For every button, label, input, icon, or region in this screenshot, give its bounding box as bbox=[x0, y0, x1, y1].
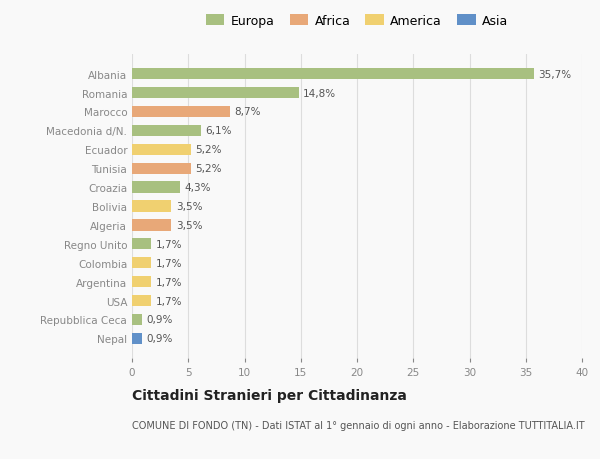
Text: Cittadini Stranieri per Cittadinanza: Cittadini Stranieri per Cittadinanza bbox=[132, 388, 407, 402]
Bar bbox=[132, 88, 299, 99]
Bar bbox=[132, 106, 230, 118]
Bar bbox=[132, 314, 142, 325]
Text: 5,2%: 5,2% bbox=[195, 145, 221, 155]
Text: 8,7%: 8,7% bbox=[235, 107, 261, 117]
Bar bbox=[132, 220, 172, 231]
Legend: Europa, Africa, America, Asia: Europa, Africa, America, Asia bbox=[200, 10, 514, 33]
Text: 0,9%: 0,9% bbox=[146, 315, 173, 325]
Bar bbox=[132, 257, 151, 269]
Bar bbox=[132, 333, 142, 344]
Text: 35,7%: 35,7% bbox=[538, 69, 571, 79]
Bar bbox=[132, 125, 200, 137]
Bar bbox=[132, 163, 191, 174]
Bar bbox=[132, 144, 191, 156]
Bar bbox=[132, 69, 533, 80]
Text: 1,7%: 1,7% bbox=[155, 258, 182, 268]
Text: 4,3%: 4,3% bbox=[185, 183, 211, 193]
Text: 5,2%: 5,2% bbox=[195, 164, 221, 174]
Bar bbox=[132, 276, 151, 288]
Text: 1,7%: 1,7% bbox=[155, 239, 182, 249]
Bar bbox=[132, 182, 181, 193]
Text: 3,5%: 3,5% bbox=[176, 220, 202, 230]
Text: 1,7%: 1,7% bbox=[155, 277, 182, 287]
Bar bbox=[132, 239, 151, 250]
Text: COMUNE DI FONDO (TN) - Dati ISTAT al 1° gennaio di ogni anno - Elaborazione TUTT: COMUNE DI FONDO (TN) - Dati ISTAT al 1° … bbox=[132, 420, 584, 430]
Text: 3,5%: 3,5% bbox=[176, 202, 202, 212]
Text: 14,8%: 14,8% bbox=[303, 89, 336, 98]
Text: 0,9%: 0,9% bbox=[146, 334, 173, 344]
Bar bbox=[132, 201, 172, 212]
Text: 1,7%: 1,7% bbox=[155, 296, 182, 306]
Bar bbox=[132, 295, 151, 307]
Text: 6,1%: 6,1% bbox=[205, 126, 232, 136]
